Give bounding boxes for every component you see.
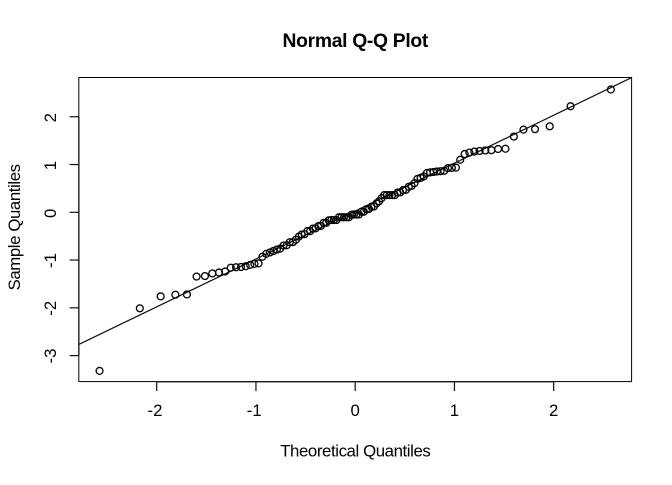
svg-text:-1: -1	[247, 401, 262, 420]
svg-text:2: 2	[41, 113, 60, 122]
svg-text:1: 1	[450, 401, 459, 420]
svg-text:0: 0	[41, 209, 60, 218]
svg-text:-1: -1	[41, 253, 60, 268]
svg-text:-2: -2	[148, 401, 163, 420]
svg-text:-3: -3	[41, 349, 60, 364]
svg-text:Normal Q-Q Plot: Normal Q-Q Plot	[283, 31, 429, 52]
svg-text:Sample Quantiles: Sample Quantiles	[5, 164, 24, 290]
svg-text:-2: -2	[41, 301, 60, 316]
svg-text:2: 2	[549, 401, 558, 420]
svg-text:1: 1	[41, 161, 60, 170]
svg-text:0: 0	[351, 401, 360, 420]
svg-text:Theoretical Quantiles: Theoretical Quantiles	[280, 441, 430, 460]
